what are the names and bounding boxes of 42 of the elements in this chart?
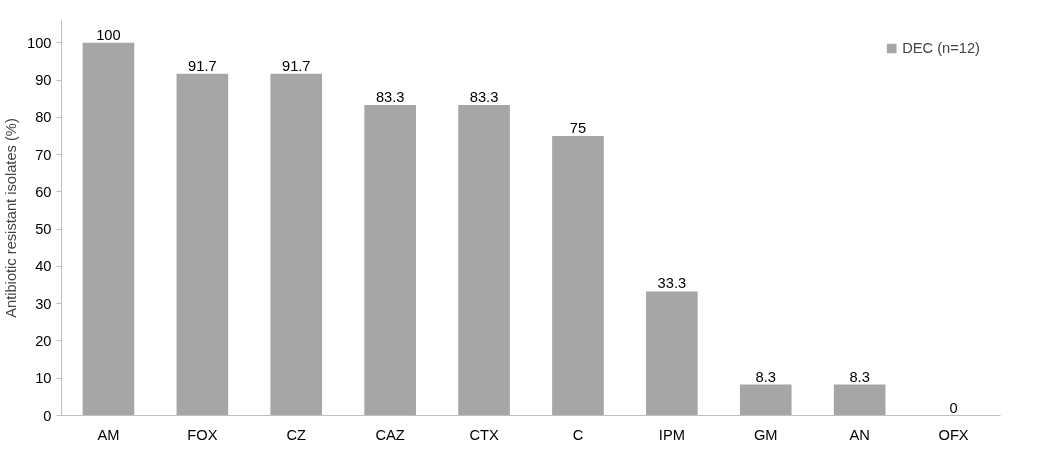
data-label: 91.7 (188, 57, 217, 74)
bar (82, 42, 135, 416)
x-tick-label: AM (97, 426, 120, 443)
y-tick-label: 20 (35, 332, 52, 349)
bar (552, 136, 604, 416)
bar (739, 384, 792, 416)
data-label: 8.3 (755, 368, 776, 385)
legend-label: DEC (n=12) (902, 40, 980, 56)
x-tick-label: IPM (658, 426, 685, 443)
x-tick-label: AN (849, 426, 870, 443)
y-tick-label: 30 (35, 295, 52, 312)
bar (833, 384, 886, 416)
x-tick-label: FOX (187, 426, 218, 443)
y-tick-label: 70 (35, 146, 52, 163)
bar (646, 291, 698, 416)
y-tick-label: 40 (35, 258, 52, 275)
x-tick-label: CZ (286, 426, 307, 443)
y-tick-label: 100 (27, 34, 52, 51)
y-tick-label: 90 (35, 72, 52, 89)
y-axis-title: Antibiotic resistant isolates (%) (3, 118, 20, 318)
y-tick-label: 10 (35, 370, 52, 387)
x-tick-label: CTX (469, 426, 499, 443)
bar (270, 73, 323, 416)
x-tick-label: C (572, 426, 584, 443)
x-tick-label: OFX (938, 426, 969, 443)
y-tick-label: 80 (35, 109, 52, 126)
data-label: 33.3 (657, 275, 687, 292)
data-label: 100 (96, 26, 121, 43)
x-tick-label: GM (753, 426, 778, 443)
bar (364, 105, 416, 416)
data-label: 8.3 (849, 368, 870, 385)
data-label: 0 (949, 399, 958, 416)
y-tick-label: 60 (35, 183, 52, 200)
data-label: 83.3 (469, 89, 499, 106)
data-label: 75 (569, 120, 587, 137)
data-label: 91.7 (281, 57, 311, 74)
x-tick-label: CAZ (375, 426, 405, 443)
y-tick-label: 50 (35, 221, 52, 238)
y-tick-label: 0 (43, 407, 52, 424)
data-label: 83.3 (375, 89, 405, 106)
bar (176, 73, 229, 416)
bar (458, 105, 510, 416)
